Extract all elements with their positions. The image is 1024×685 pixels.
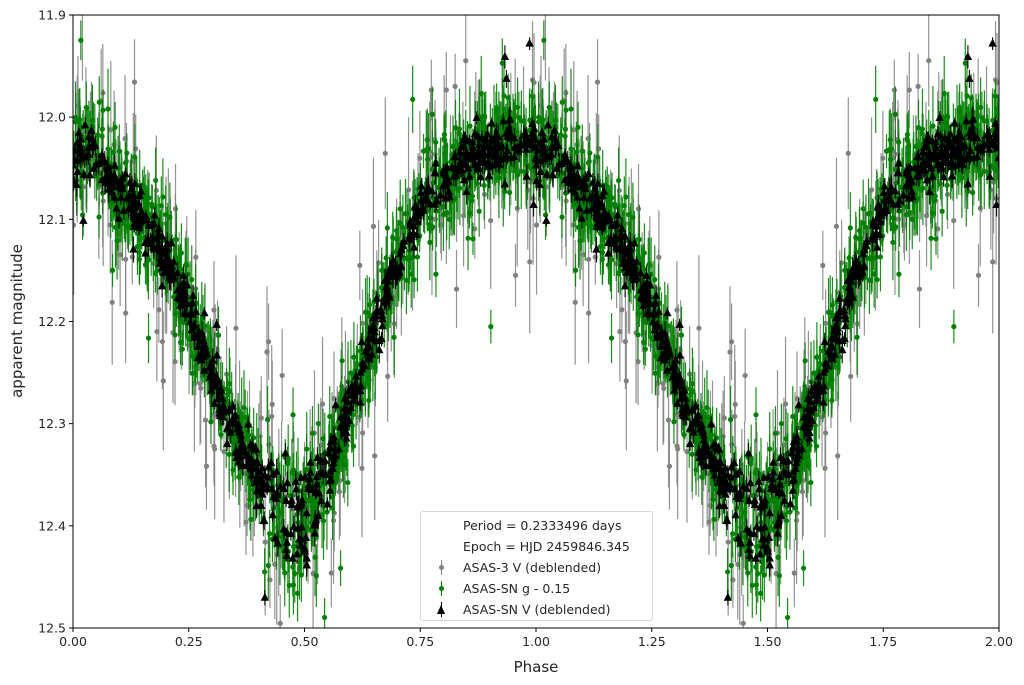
legend-empty-handle xyxy=(421,536,463,557)
legend-epoch-row: Epoch = HJD 2459846.345 xyxy=(421,536,652,557)
green-circle-errorbar-icon xyxy=(421,578,463,599)
legend-label: ASAS-SN g - 0.15 xyxy=(463,581,571,596)
y-axis-ticks: 11.912.012.112.212.312.412.5 xyxy=(38,8,73,636)
legend-item-asassn-g: ASAS-SN g - 0.15 xyxy=(421,578,652,599)
gray-circle-errorbar-icon xyxy=(421,557,463,578)
legend-empty-handle xyxy=(421,515,463,536)
y-axis-label: apparent magnitude xyxy=(8,244,26,398)
legend-label: ASAS-3 V (deblended) xyxy=(463,560,602,575)
legend-period-row: Period = 0.2333496 days xyxy=(421,515,652,536)
x-axis-label: Phase xyxy=(514,658,559,676)
legend: Period = 0.2333496 days Epoch = HJD 2459… xyxy=(420,511,653,621)
legend-item-asas3: ASAS-3 V (deblended) xyxy=(421,557,652,578)
legend-label: ASAS-SN V (deblended) xyxy=(463,602,611,617)
black-triangle-errorbar-icon xyxy=(421,599,463,620)
legend-item-asassn-v: ASAS-SN V (deblended) xyxy=(421,599,652,620)
legend-period-text: Period = 0.2333496 days xyxy=(463,518,622,533)
x-axis-ticks: 0.00 0.25 0.50 0.75 1.00 1.25 1.50 1.75 2.00 xyxy=(59,628,1013,649)
legend-epoch-text: Epoch = HJD 2459846.345 xyxy=(463,539,630,554)
data-points xyxy=(73,15,999,628)
